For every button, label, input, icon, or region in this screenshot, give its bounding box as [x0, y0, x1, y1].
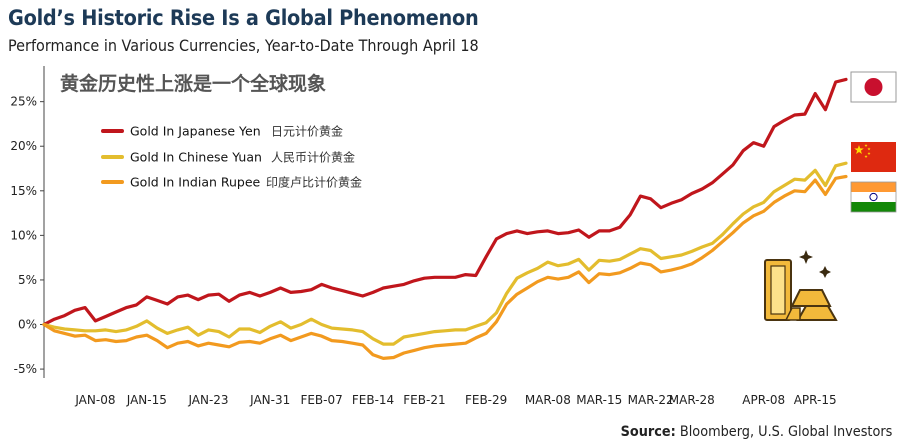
- legend: Gold In Japanese Yen 日元计价黄金 Gold In Chines…: [101, 124, 362, 190]
- flags: [850, 71, 897, 213]
- series-line-0: [42, 77, 848, 327]
- india-flag-icon: [850, 181, 897, 213]
- x-tick-label: JAN-08: [74, 393, 115, 407]
- x-tick-label: FEB-21: [403, 393, 445, 407]
- y-tick-label: 5%: [18, 273, 37, 287]
- legend-label-cn: 印度卢比计价黄金: [266, 175, 362, 190]
- china-flag-icon: [851, 142, 896, 172]
- x-tick-label: APR-08: [742, 393, 785, 407]
- y-tick-label: 0%: [18, 318, 37, 332]
- y-tick-label: 10%: [10, 228, 37, 242]
- x-tick-label: MAR-28: [669, 393, 715, 407]
- legend-label-cn: 日元计价黄金: [271, 124, 343, 139]
- x-tick-label: JAN-31: [249, 393, 290, 407]
- y-tick-label: 25%: [10, 95, 37, 109]
- x-tick-label: APR-15: [794, 393, 837, 407]
- axes: -5% 0% 5% 10% 15% 20% 25% JAN-08 JAN-15 JAN-23 JAN…: [10, 66, 837, 407]
- chart-title: Gold’s Historic Rise Is a Global Phenome…: [8, 6, 479, 30]
- x-tick-label: JAN-23: [187, 393, 228, 407]
- gold-bars-icon: [764, 250, 838, 321]
- x-tick-label: JAN-15: [126, 393, 167, 407]
- legend-label: Gold In Indian Rupee: [130, 175, 261, 190]
- series-line-2: [42, 174, 848, 360]
- source-label: Source:: [620, 424, 676, 440]
- x-tick-label: FEB-07: [300, 393, 342, 407]
- x-tick-label: MAR-15: [576, 393, 622, 407]
- legend-label: Gold In Japanese Yen: [130, 124, 261, 139]
- source-note: Source: Bloomberg, U.S. Global Investors: [620, 424, 892, 440]
- japan-flag-icon: [850, 71, 897, 103]
- x-tick-label: MAR-22: [628, 393, 674, 407]
- chart-subtitle: Performance in Various Currencies, Year-…: [8, 36, 479, 55]
- y-tick-label: -5%: [14, 362, 37, 376]
- series-lines: [42, 77, 848, 360]
- x-tick-label: FEB-29: [465, 393, 507, 407]
- chinese-annotation: 黄金历史性上涨是一个全球现象: [60, 72, 326, 95]
- x-tick-label: MAR-08: [525, 393, 571, 407]
- legend-label-cn: 人民币计价黄金: [271, 150, 355, 165]
- y-tick-label: 15%: [10, 184, 37, 198]
- source-text: Bloomberg, U.S. Global Investors: [675, 424, 892, 440]
- legend-label: Gold In Chinese Yuan: [130, 150, 262, 165]
- x-tick-label: FEB-14: [352, 393, 394, 407]
- y-tick-label: 20%: [10, 139, 37, 153]
- series-line-1: [42, 161, 848, 346]
